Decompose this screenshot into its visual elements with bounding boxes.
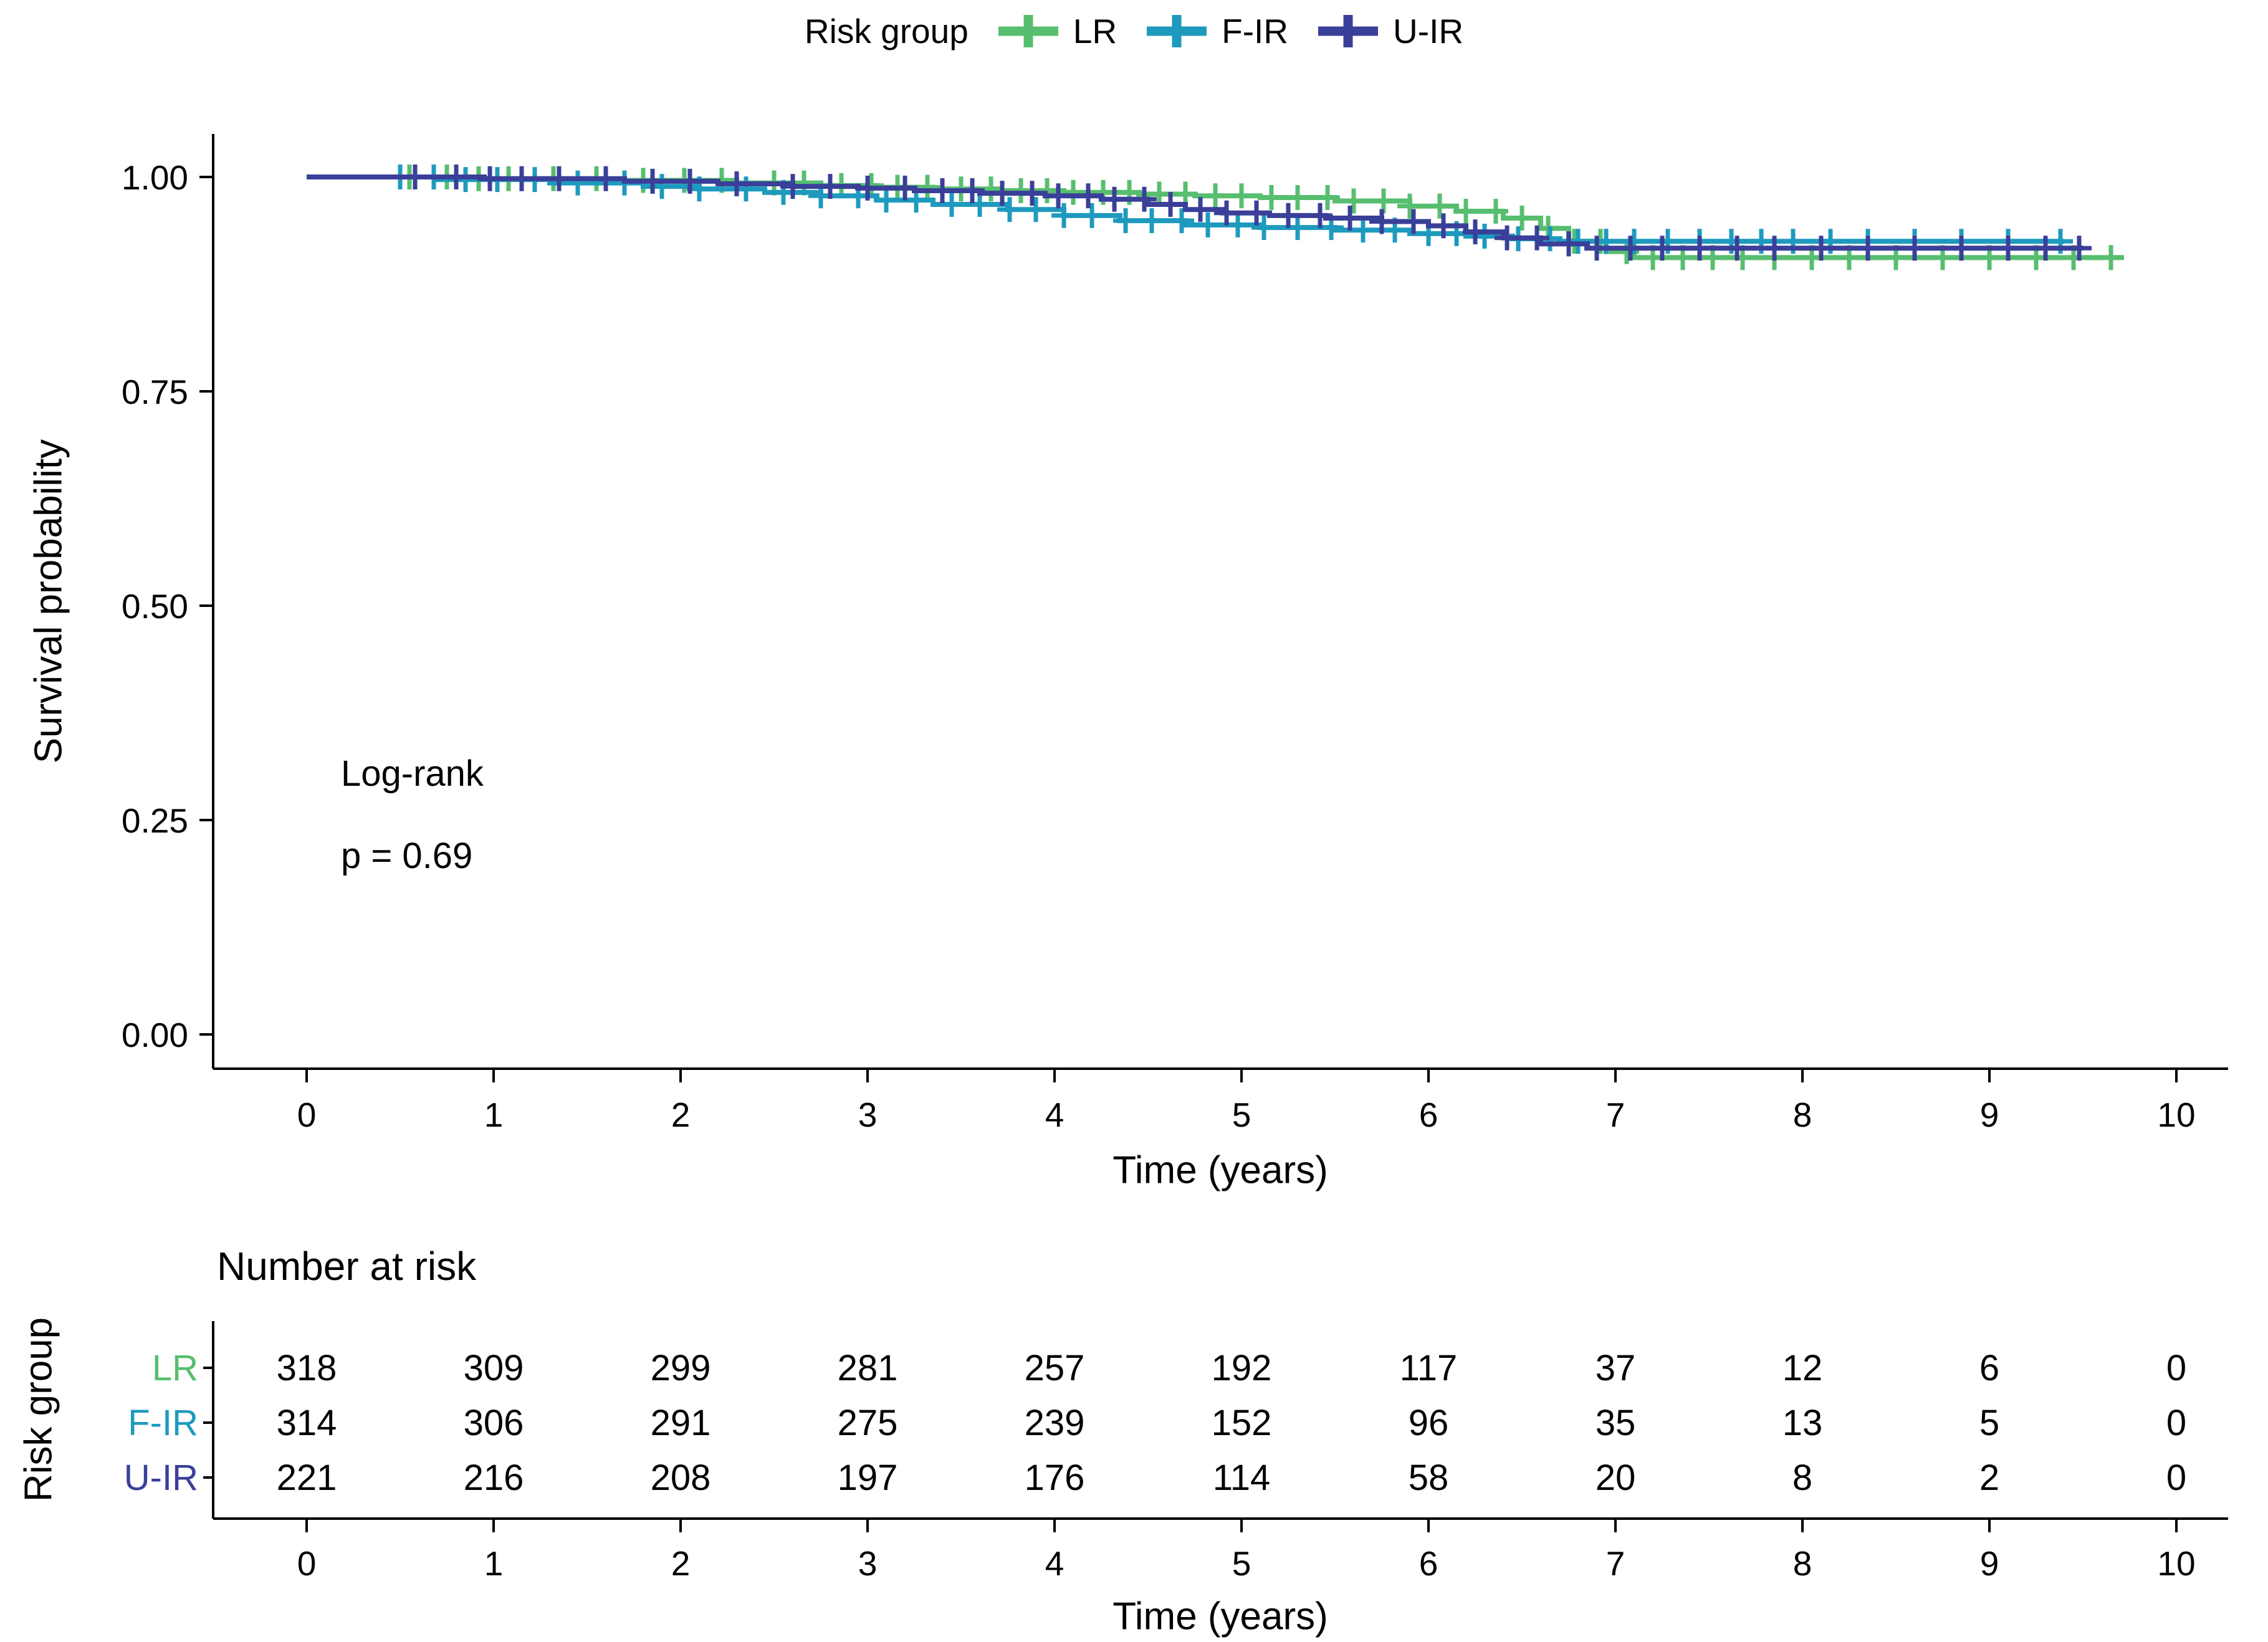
legend-label: LR [1073, 12, 1117, 50]
risk-count-cell: 117 [1400, 1348, 1457, 1388]
risk-table-tick-label: 1 [484, 1544, 504, 1583]
x-tick-label: 7 [1606, 1095, 1625, 1134]
risk-count-cell: 0 [2166, 1403, 2186, 1443]
risk-row-label-LR: LR [152, 1348, 198, 1388]
risk-count-cell: 216 [464, 1458, 524, 1498]
y-tick-label: 0.75 [122, 373, 188, 411]
risk-table-tick-label: 4 [1045, 1544, 1065, 1583]
risk-count-cell: 152 [1212, 1403, 1272, 1443]
risk-count-cell: 13 [1782, 1403, 1823, 1443]
risk-count-cell: 275 [838, 1403, 898, 1443]
legend-item-LR: LR [997, 11, 1117, 51]
risk-table-axis-title: Risk group [17, 1317, 60, 1502]
logrank-annotation: Log-rank [341, 753, 484, 794]
risk-table-tick-label: 2 [671, 1544, 691, 1583]
risk-table-x-axis-title: Time (years) [1112, 1595, 1328, 1638]
risk-count-cell: 318 [277, 1348, 337, 1388]
risk-count-cell: 257 [1025, 1348, 1085, 1388]
x-tick-label: 3 [858, 1095, 878, 1134]
y-tick-label: 0.00 [122, 1016, 188, 1054]
risk-count-cell: 0 [2166, 1458, 2186, 1498]
x-tick-label: 0 [297, 1095, 317, 1134]
risk-count-cell: 37 [1596, 1348, 1636, 1388]
risk-row-label-U-IR: U-IR [124, 1458, 198, 1498]
censor-plus-icon [1318, 15, 1379, 47]
risk-count-cell: 176 [1025, 1458, 1085, 1498]
x-tick-label: 8 [1793, 1095, 1812, 1134]
risk-count-cell: 221 [277, 1458, 337, 1498]
risk-count-cell: 314 [277, 1403, 337, 1443]
y-tick-label: 0.50 [122, 587, 188, 626]
risk-count-cell: 309 [464, 1348, 524, 1388]
risk-table-tick-label: 8 [1793, 1544, 1812, 1583]
legend-item-U-IR: U-IR [1317, 11, 1463, 51]
risk-count-cell: 281 [838, 1348, 898, 1388]
plot-legend: Risk group LR F-IR U-IR [0, 5, 2268, 57]
legend-item-F-IR: F-IR [1146, 11, 1288, 51]
x-tick-label: 4 [1045, 1095, 1065, 1134]
x-tick-label: 5 [1232, 1095, 1251, 1134]
x-tick-label: 10 [2157, 1095, 2195, 1134]
risk-table-title: Number at risk [217, 1244, 477, 1289]
km-curve-U-IR [307, 174, 2083, 251]
risk-table-tick-label: 5 [1232, 1544, 1251, 1583]
y-tick-label: 1.00 [122, 158, 188, 197]
risk-table-tick-label: 3 [858, 1544, 878, 1583]
risk-count-cell: 0 [2166, 1348, 2186, 1388]
censor-plus-icon [998, 15, 1058, 47]
risk-table-tick-label: 10 [2157, 1544, 2195, 1583]
risk-count-cell: 20 [1596, 1458, 1636, 1498]
risk-count-cell: 114 [1213, 1458, 1270, 1498]
x-tick-label: 1 [484, 1095, 504, 1134]
risk-count-cell: 96 [1409, 1403, 1449, 1443]
risk-count-cell: 208 [651, 1458, 711, 1498]
risk-count-cell: 12 [1782, 1348, 1823, 1388]
pvalue-annotation: p = 0.69 [341, 836, 473, 876]
risk-count-cell: 58 [1409, 1458, 1449, 1498]
risk-count-cell: 239 [1025, 1403, 1085, 1443]
risk-count-cell: 197 [838, 1458, 898, 1498]
risk-count-cell: 2 [1979, 1458, 1999, 1498]
y-tick-label: 0.25 [122, 801, 188, 840]
x-tick-label: 2 [671, 1095, 691, 1134]
legend-label: U-IR [1393, 12, 1464, 50]
x-tick-label: 6 [1419, 1095, 1438, 1134]
risk-count-cell: 306 [464, 1403, 524, 1443]
risk-count-cell: 192 [1212, 1348, 1272, 1388]
y-axis-title: Survival probability [27, 439, 70, 764]
risk-count-cell: 6 [1979, 1348, 1999, 1388]
risk-count-cell: 5 [1979, 1403, 1999, 1443]
risk-row-label-F-IR: F-IR [128, 1403, 198, 1443]
censor-plus-icon [1147, 15, 1207, 47]
risk-table-tick-label: 7 [1606, 1544, 1625, 1583]
censor-marks-U-IR [403, 165, 2092, 261]
x-axis-title: Time (years) [1112, 1148, 1328, 1192]
legend-title: Risk group [804, 12, 969, 50]
risk-count-cell: 299 [651, 1348, 711, 1388]
risk-count-cell: 291 [651, 1403, 711, 1443]
risk-count-cell: 35 [1596, 1403, 1636, 1443]
risk-table-tick-label: 6 [1419, 1544, 1438, 1583]
risk-count-cell: 8 [1792, 1458, 1812, 1498]
x-tick-label: 9 [1980, 1095, 1999, 1134]
risk-table-tick-label: 0 [297, 1544, 317, 1583]
risk-table-tick-label: 9 [1980, 1544, 1999, 1583]
legend-label: F-IR [1222, 12, 1289, 50]
